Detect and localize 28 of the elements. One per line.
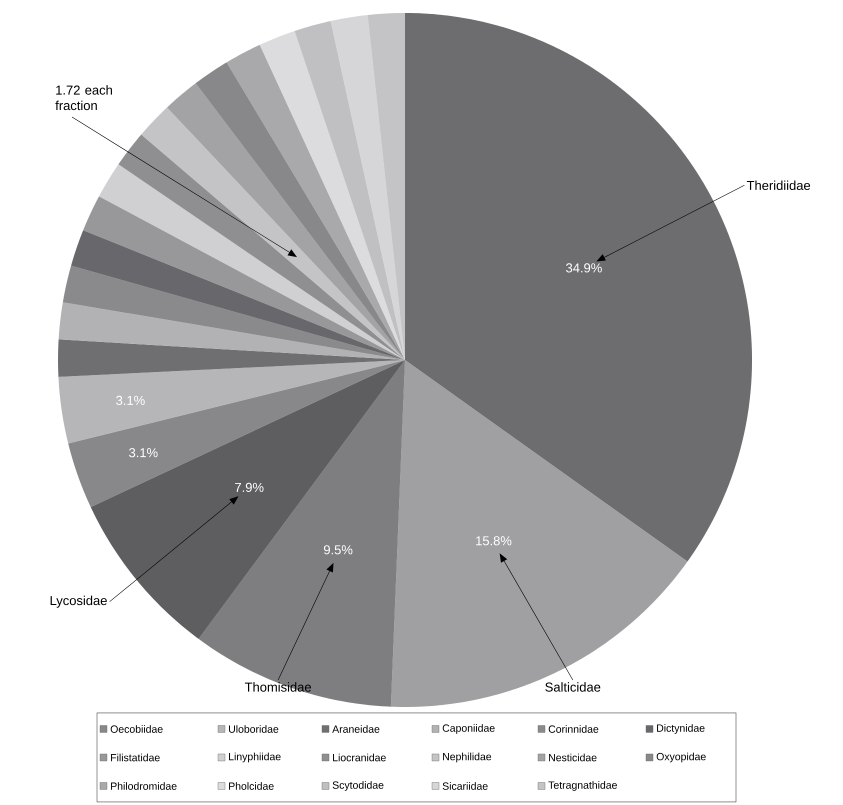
legend-label: Pholcidae [229,782,274,790]
legend-label: Oecobiidae [110,725,163,733]
legend-label: Liocranidae [333,754,386,762]
text: 1.72 each fraction [55,85,112,110]
legend-label: Corinnidae [548,725,598,733]
slice-label: Thomisidae [244,682,311,692]
legend-label: Scytodidae [332,781,384,791]
data-label: 34.9% [566,263,602,272]
data-label: 7.9% [235,482,264,492]
data-label: 3.1% [129,448,158,458]
legend-label: Filistatidae [111,754,160,762]
legend-label: Oxyopidae [656,752,706,762]
data-label: 9.5% [324,545,352,554]
legend-label: Araneidae [332,725,380,733]
legend-label: Dictynidae [657,724,705,734]
data-label: 15.8% [476,536,512,546]
slice-label: Salticidae [545,682,600,692]
slice-label: Theridiidae [746,180,810,190]
legend-label: Philodromidae [111,782,177,790]
legend-label: Uloboridae [229,725,278,733]
legend-label: Caponiidae [442,724,495,734]
legend-label: Sicariidae [442,782,488,790]
legend-label: Nephilidae [443,752,492,762]
legend-label: Nesticidae [549,754,597,762]
legend-label: Tetragnathidae [548,781,617,791]
slice-label: Lycosidae [50,596,107,608]
legend-label: Linyphiidae [229,752,281,762]
data-label: 3.1% [116,396,145,405]
